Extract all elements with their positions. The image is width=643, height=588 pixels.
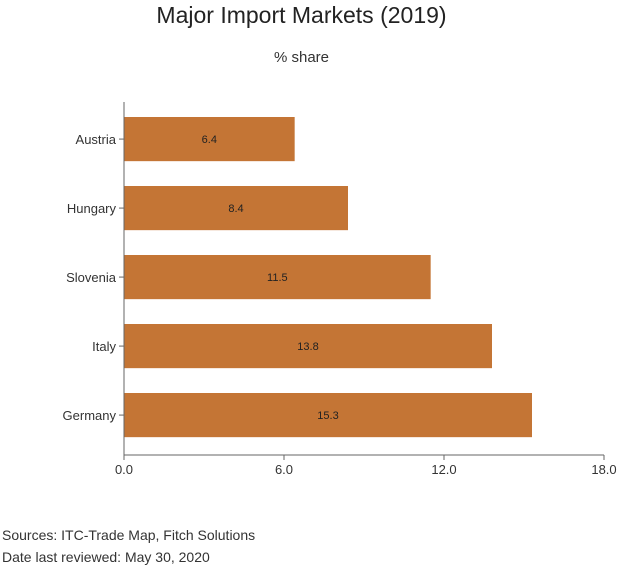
bar-value-label: 13.8 <box>297 341 318 353</box>
chart-title: Major Import Markets (2019) <box>156 2 447 28</box>
x-tick-label: 12.0 <box>431 462 456 477</box>
bar-hungary <box>124 186 348 231</box>
bar-italy <box>124 324 492 369</box>
chart-subtitle: % share <box>273 49 330 66</box>
date-reviewed-note: Date last reviewed: May 30, 2020 <box>2 549 210 565</box>
y-tick-label: Austria <box>76 132 117 147</box>
y-tick-label: Hungary <box>67 201 117 216</box>
bar-chart: 6.4 Austria 8.4 Hungary 11.5 Slovenia 13.8 Ital… <box>63 102 617 477</box>
bar-slovenia <box>124 255 431 300</box>
y-tick-label: Germany <box>63 408 117 423</box>
x-tick-label: 18.0 <box>591 462 616 477</box>
y-tick-label: Slovenia <box>66 270 117 285</box>
bar-value-label: 6.4 <box>202 134 217 146</box>
x-tick-label: 0.0 <box>115 462 133 477</box>
x-tick-label: 6.0 <box>275 462 293 477</box>
bar-austria <box>124 117 295 162</box>
sources-note: Sources: ITC-Trade Map, Fitch Solutions <box>2 527 256 543</box>
bar-value-label: 8.4 <box>228 203 243 215</box>
y-tick-label: Italy <box>92 339 116 354</box>
bar-germany <box>124 393 532 438</box>
bar-value-label: 15.3 <box>317 410 338 422</box>
bar-value-label: 11.5 <box>267 272 288 284</box>
